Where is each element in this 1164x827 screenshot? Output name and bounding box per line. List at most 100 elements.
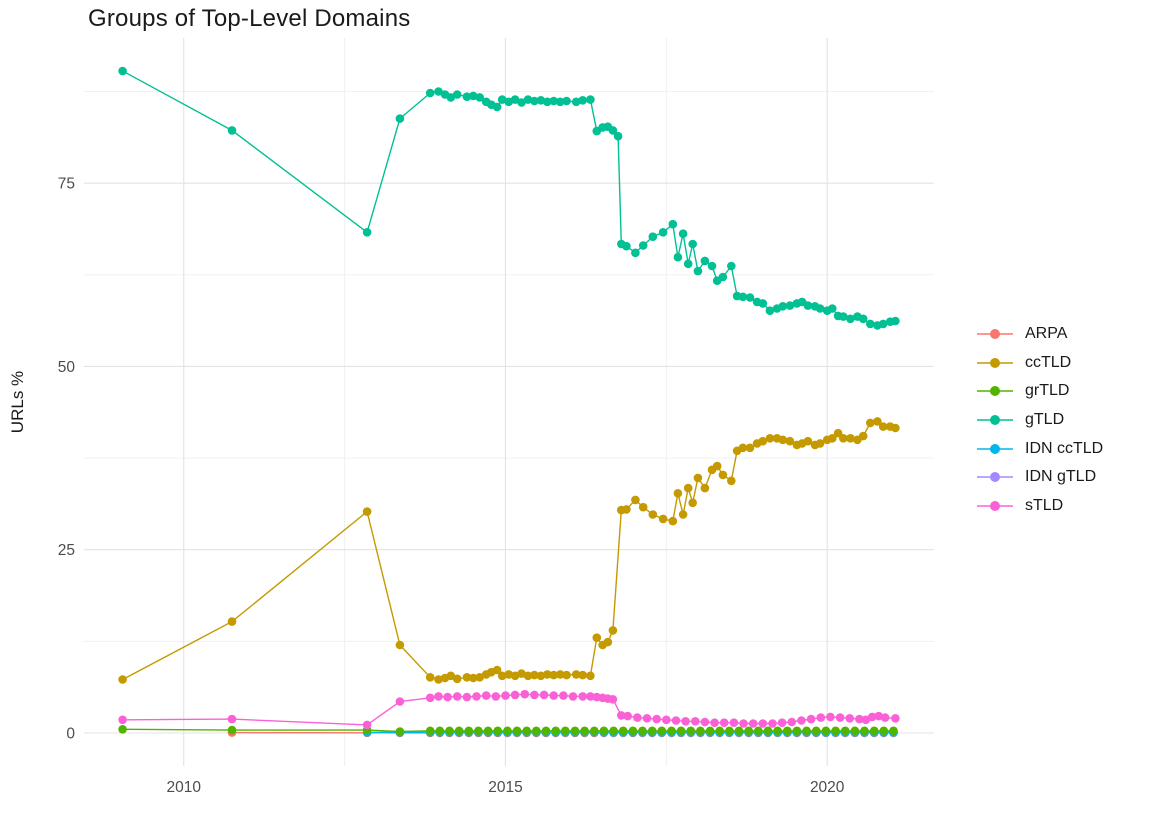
data-point xyxy=(638,241,648,250)
data-point xyxy=(778,435,788,445)
data-point xyxy=(530,690,539,700)
data-point xyxy=(785,436,795,446)
data-point xyxy=(464,726,474,736)
data-point xyxy=(763,726,773,736)
data-point xyxy=(227,617,237,626)
data-point xyxy=(504,670,513,679)
data-point xyxy=(700,483,710,493)
data-point xyxy=(425,693,435,703)
data-point xyxy=(739,719,748,728)
data-point xyxy=(631,495,640,505)
data-point xyxy=(599,726,609,736)
data-point xyxy=(700,717,710,727)
data-point xyxy=(727,261,736,271)
data-point xyxy=(891,316,900,326)
data-point xyxy=(628,726,638,736)
data-point xyxy=(618,726,628,736)
data-point xyxy=(395,640,405,650)
data-point xyxy=(530,96,539,106)
data-point xyxy=(493,726,503,736)
data-point xyxy=(462,692,472,702)
data-point xyxy=(227,725,237,735)
data-point xyxy=(658,228,668,237)
data-point xyxy=(831,726,840,736)
legend-item-gTLD: gTLD xyxy=(976,406,1103,435)
data-point xyxy=(700,256,710,266)
legend-label: gTLD xyxy=(1025,411,1065,429)
data-point xyxy=(707,261,717,271)
data-point xyxy=(623,711,632,721)
data-point xyxy=(662,715,671,725)
data-point xyxy=(787,717,797,727)
data-point xyxy=(738,443,748,453)
data-point xyxy=(835,713,845,722)
data-point xyxy=(562,96,571,106)
data-point xyxy=(815,439,825,448)
data-point xyxy=(727,476,736,486)
data-point xyxy=(725,726,734,736)
data-point xyxy=(638,726,647,736)
data-point xyxy=(462,673,472,682)
data-point xyxy=(683,483,693,493)
data-point xyxy=(693,473,703,483)
data-point xyxy=(541,726,551,736)
data-point xyxy=(501,691,510,700)
data-point xyxy=(555,670,565,679)
data-point xyxy=(483,726,493,736)
data-point xyxy=(517,669,526,678)
data-point xyxy=(510,95,520,104)
data-point xyxy=(806,714,816,724)
y-tick-label: 0 xyxy=(66,726,75,743)
data-point xyxy=(889,726,898,736)
data-point xyxy=(425,726,435,736)
data-point xyxy=(549,96,558,106)
data-point xyxy=(481,691,491,700)
data-point xyxy=(691,717,700,726)
data-point xyxy=(492,665,502,675)
data-point xyxy=(828,304,837,313)
data-point xyxy=(570,726,580,736)
data-point xyxy=(861,715,871,725)
data-point xyxy=(657,726,667,736)
data-point xyxy=(492,102,502,112)
data-point xyxy=(802,726,811,736)
data-point xyxy=(445,726,454,736)
data-point xyxy=(613,131,623,141)
gridlines xyxy=(84,38,934,766)
data-point xyxy=(846,314,855,324)
data-point xyxy=(673,252,683,262)
data-point xyxy=(571,97,581,107)
data-point xyxy=(845,714,854,723)
data-point xyxy=(559,691,568,700)
data-point xyxy=(891,714,900,723)
series-line xyxy=(122,70,896,327)
data-point xyxy=(826,712,835,722)
data-point xyxy=(803,436,813,446)
data-point xyxy=(866,319,875,329)
data-point xyxy=(536,671,546,681)
data-point xyxy=(622,241,631,251)
data-point xyxy=(705,726,715,736)
chart-title: Groups of Top-Level Domains xyxy=(88,5,411,32)
data-point xyxy=(783,726,792,736)
data-point xyxy=(748,719,758,728)
data-point xyxy=(840,726,850,736)
data-point xyxy=(828,434,837,443)
data-point xyxy=(710,718,719,727)
data-point xyxy=(446,93,456,102)
data-point xyxy=(688,239,697,249)
data-point xyxy=(118,675,127,684)
data-point xyxy=(425,673,435,682)
data-point xyxy=(617,711,626,720)
data-point xyxy=(608,126,618,135)
data-point xyxy=(777,718,787,727)
data-point xyxy=(543,670,552,679)
data-point xyxy=(658,514,668,524)
data-point xyxy=(683,259,693,269)
data-point xyxy=(696,726,705,736)
data-point xyxy=(860,726,869,736)
series-ccTLD xyxy=(118,417,900,684)
data-point xyxy=(434,87,443,96)
data-point xyxy=(879,726,889,736)
